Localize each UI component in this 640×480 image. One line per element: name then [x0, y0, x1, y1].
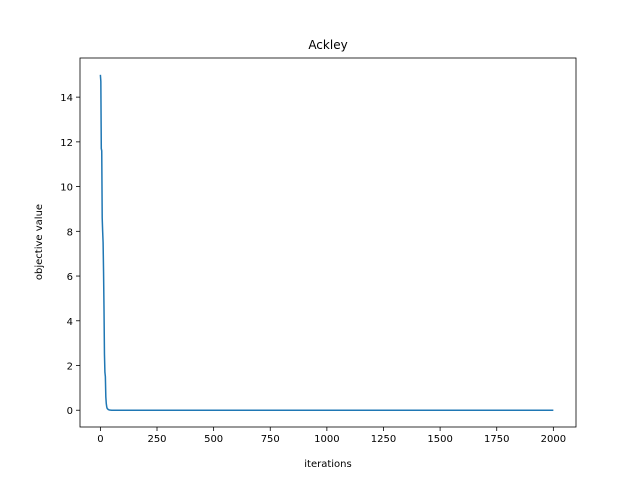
- y-tick-label: 2: [67, 362, 73, 373]
- x-tick-label: 500: [204, 434, 223, 445]
- y-tick-label: 12: [60, 138, 73, 149]
- x-tick-label: 1250: [371, 434, 396, 445]
- y-tick-label: 4: [67, 317, 73, 328]
- x-axis-label: iterations: [304, 459, 351, 470]
- y-axis-ticks: 0 2 4 6 8 10 12 14: [60, 93, 80, 417]
- x-tick-label: 2000: [541, 434, 566, 445]
- y-tick-label: 10: [60, 183, 73, 194]
- plot-area-frame: [79, 57, 577, 428]
- y-tick-label: 6: [67, 272, 73, 283]
- chart-title: Ackley: [308, 38, 347, 52]
- x-tick-label: 0: [97, 434, 103, 445]
- x-tick-label: 1500: [427, 434, 452, 445]
- y-axis-label: objective value: [34, 204, 45, 280]
- x-tick-label: 1000: [314, 434, 339, 445]
- x-axis-ticks: 0 250 500 750 1000 1250 1500 1750 2000: [97, 427, 566, 445]
- y-tick-label: 0: [67, 406, 73, 417]
- x-tick-label: 250: [147, 434, 166, 445]
- x-tick-label: 1750: [484, 434, 509, 445]
- y-tick-label: 14: [60, 93, 73, 104]
- y-tick-label: 8: [67, 227, 73, 238]
- x-tick-label: 750: [261, 434, 280, 445]
- series-line: [99, 74, 554, 411]
